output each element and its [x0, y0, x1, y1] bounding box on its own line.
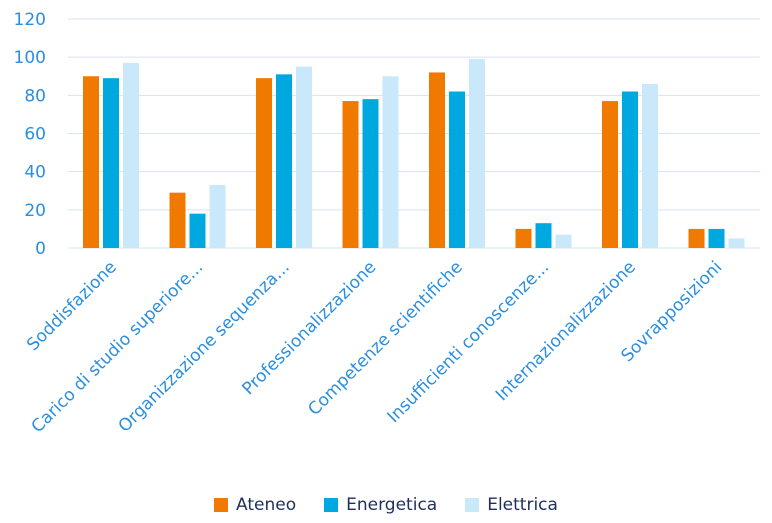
bar-ateneo-6[interactable]	[602, 101, 618, 248]
bar-elettrica-2[interactable]	[296, 66, 312, 248]
bar-energetica-1[interactable]	[189, 213, 206, 248]
x-tick-label: Internazionalizzazione	[492, 257, 640, 405]
bar-energetica-6[interactable]	[622, 91, 638, 249]
chart-legend: Ateneo Energetica Elettrica	[0, 495, 772, 515]
bar-energetica-4[interactable]	[449, 91, 465, 249]
y-tick-label: 120	[14, 10, 46, 30]
bar-elettrica-4[interactable]	[469, 59, 485, 249]
bar-elettrica-6[interactable]	[642, 83, 658, 248]
legend-item-elettrica[interactable]: Elettrica	[465, 495, 558, 515]
bar-ateneo-0[interactable]	[83, 76, 99, 248]
legend-label-ateneo: Ateneo	[236, 495, 297, 515]
legend-label-energetica: Energetica	[346, 495, 438, 515]
bar-energetica-0[interactable]	[103, 78, 119, 249]
y-tick-label: 80	[24, 86, 46, 106]
bar-elettrica-3[interactable]	[382, 76, 399, 248]
legend-label-elettrica: Elettrica	[487, 495, 558, 515]
legend-swatch-elettrica	[465, 498, 480, 512]
x-tick-label: Competenze scientifiche	[304, 257, 466, 419]
legend-swatch-ateneo	[214, 498, 229, 512]
legend-swatch-energetica	[324, 498, 339, 512]
bar-elettrica-1[interactable]	[209, 185, 226, 248]
y-tick-label: 20	[24, 201, 46, 221]
x-tick-label: Soddisfazione	[23, 257, 121, 355]
bar-ateneo-3[interactable]	[342, 101, 359, 248]
bar-ateneo-1[interactable]	[169, 192, 186, 248]
bar-ateneo-5[interactable]	[515, 228, 532, 248]
bar-elettrica-7[interactable]	[728, 238, 745, 248]
x-tick-label: Insufficienti conoscenze...	[384, 257, 554, 427]
bar-energetica-2[interactable]	[276, 74, 292, 248]
bar-ateneo-4[interactable]	[429, 72, 445, 248]
bar-energetica-5[interactable]	[535, 223, 552, 248]
bar-elettrica-0[interactable]	[123, 62, 139, 249]
bar-ateneo-2[interactable]	[256, 78, 272, 249]
y-tick-label: 40	[24, 163, 46, 183]
y-tick-label: 0	[35, 239, 46, 259]
y-tick-label: 100	[14, 48, 46, 68]
legend-item-energetica[interactable]: Energetica	[324, 495, 437, 515]
y-tick-label: 60	[24, 125, 46, 145]
bar-ateneo-7[interactable]	[688, 228, 705, 248]
legend-item-ateneo[interactable]: Ateneo	[214, 495, 296, 515]
x-tick-label: Organizzazione sequenza...	[115, 257, 294, 436]
bar-energetica-7[interactable]	[708, 228, 725, 248]
x-tick-label: Carico di studio superiore...	[28, 257, 208, 437]
bar-elettrica-5[interactable]	[555, 234, 572, 248]
bar-energetica-3[interactable]	[362, 99, 379, 249]
